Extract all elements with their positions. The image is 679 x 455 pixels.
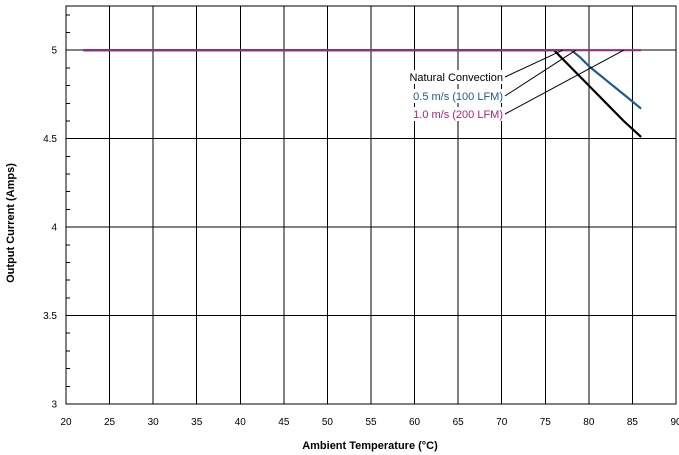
x-tick-label: 60 xyxy=(409,417,421,428)
x-tick-label: 65 xyxy=(453,417,465,428)
grid xyxy=(65,5,677,405)
legend-label-background xyxy=(411,89,504,103)
legend: Natural Convection 0.5 m/s (100 LFM) 1.0 m… xyxy=(407,49,624,121)
y-tick-label: 4.5 xyxy=(43,134,57,145)
x-tick-label: 70 xyxy=(496,417,508,428)
legend-leader-line xyxy=(504,49,577,97)
x-tick-label: 80 xyxy=(583,417,595,428)
x-tick-label: 50 xyxy=(322,417,334,428)
x-tick-label: 35 xyxy=(191,417,203,428)
x-tick-label: 20 xyxy=(60,417,72,428)
x-tick-label: 45 xyxy=(278,417,290,428)
series-line xyxy=(83,49,642,110)
x-tick-label: 30 xyxy=(148,417,160,428)
y-tick-label: 5 xyxy=(51,46,57,57)
x-tick-label: 55 xyxy=(365,417,377,428)
legend-leader-line xyxy=(504,49,624,115)
series-line xyxy=(83,49,642,138)
x-tick-label: 25 xyxy=(104,417,116,428)
legend-entry: Natural Convection xyxy=(409,72,503,84)
x-axis-title: Ambient Temperature (°C) xyxy=(302,440,438,452)
y-axis-title: Output Current (Amps) xyxy=(5,163,17,283)
legend-label-background xyxy=(407,70,504,84)
legend-entry: 1.0 m/s (200 LFM) xyxy=(413,109,503,121)
legend-label-background xyxy=(411,107,504,121)
tick-labels: 20 25 30 35 40 45 50 55 60 65 70 75 80 85 90 3 3.5 4 4.5 5 xyxy=(43,46,679,428)
y-tick-label: 3.5 xyxy=(43,311,57,322)
legend-leader-line xyxy=(504,49,563,78)
series-layer xyxy=(83,49,642,138)
x-tick-label: 85 xyxy=(627,417,639,428)
x-tick-label: 90 xyxy=(670,417,679,428)
y-tick-label: 4 xyxy=(51,223,57,234)
x-tick-label: 75 xyxy=(540,417,552,428)
legend-entry: 0.5 m/s (100 LFM) xyxy=(413,91,503,103)
x-tick-label: 40 xyxy=(235,417,247,428)
y-tick-label: 3 xyxy=(51,400,57,411)
